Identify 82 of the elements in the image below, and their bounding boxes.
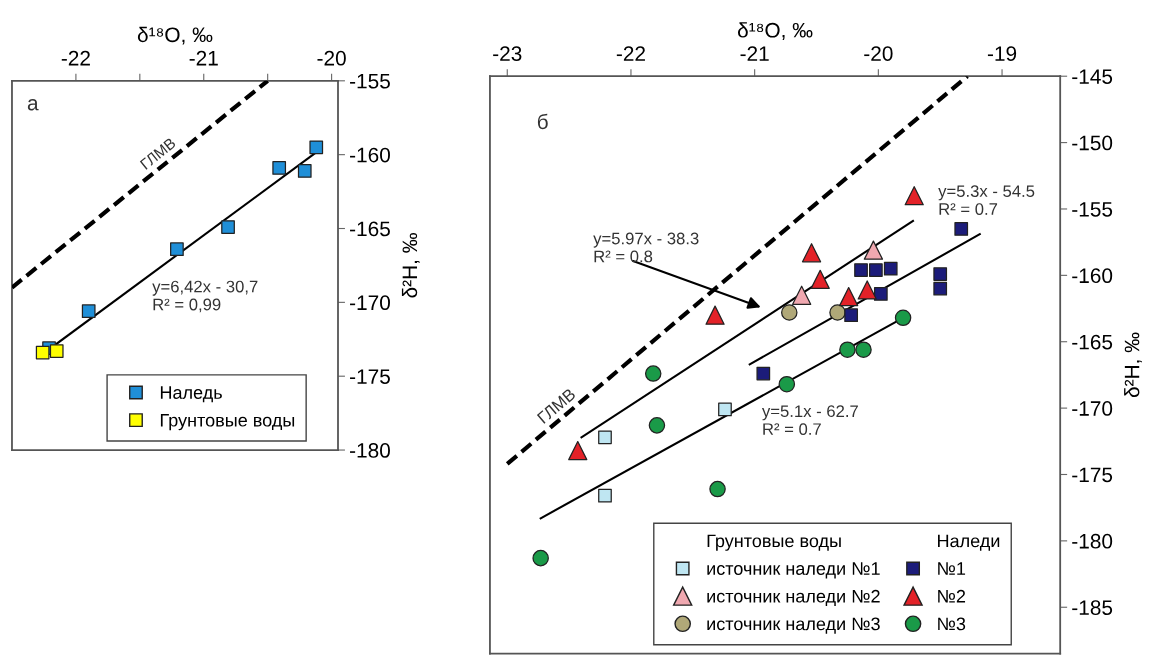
y-tick-label: -155 <box>350 74 390 89</box>
legend-label: источник наледи №3 <box>707 617 880 634</box>
point <box>648 417 666 434</box>
y-tick-label: -180 <box>1072 533 1113 549</box>
x-tick-label: -19 <box>987 46 1017 61</box>
point <box>709 480 726 498</box>
point <box>778 375 796 393</box>
annotation: y=6,42x - 30,7 R² = 0,99 <box>152 280 258 313</box>
point <box>781 304 798 321</box>
x-tick-label: -21 <box>189 50 218 66</box>
legend-label: Грунтовые воды <box>160 414 295 431</box>
point <box>883 261 898 276</box>
annotation: y=5.97x - 38.3 R² = 0.8 <box>593 232 699 263</box>
point <box>272 161 287 175</box>
annotation: Наледи <box>938 534 1000 551</box>
point <box>756 366 771 381</box>
point <box>705 305 725 325</box>
y-tick-label: -185 <box>1072 600 1113 615</box>
point <box>718 402 732 417</box>
y-tick-label: -145 <box>1072 69 1113 84</box>
point <box>894 309 912 327</box>
point <box>855 341 872 358</box>
y-axis-title: δ²H, ‰ <box>401 233 420 298</box>
point <box>532 549 549 567</box>
point <box>801 243 822 263</box>
point <box>810 269 830 289</box>
y-tick-label: -160 <box>350 147 390 163</box>
y-tick-label: -165 <box>350 221 390 237</box>
point <box>839 286 859 307</box>
point <box>309 140 324 155</box>
point <box>81 304 96 319</box>
point <box>933 267 948 281</box>
x-tick-label: -22 <box>61 50 90 66</box>
y-tick-label: -155 <box>1072 202 1113 217</box>
legend-label: №1 <box>938 562 966 575</box>
legend-label: №3 <box>938 617 966 631</box>
x-tick-label: -20 <box>864 46 893 61</box>
point <box>297 164 312 178</box>
y-axis-title: δ²H, ‰ <box>1124 332 1142 398</box>
point <box>598 430 612 445</box>
point <box>869 263 883 277</box>
y-tick-label: -150 <box>1072 135 1113 151</box>
point <box>568 440 588 461</box>
annotation: б <box>537 113 548 130</box>
point <box>844 308 859 323</box>
y-tick-label: -175 <box>1072 467 1113 483</box>
point <box>904 186 924 206</box>
point <box>598 488 612 503</box>
point <box>873 287 888 301</box>
x-tick-label: -23 <box>493 46 522 61</box>
point <box>857 280 877 300</box>
y-tick-label: -175 <box>350 369 390 384</box>
point <box>35 345 50 360</box>
annotation: а <box>27 98 39 111</box>
legend-label: источник наледи №1 <box>707 562 880 579</box>
annotation: y=5.1x - 62.7 R² = 0.7 <box>761 405 858 436</box>
point <box>839 341 856 358</box>
annotation: y=5.3x - 54.5 R² = 0.7 <box>938 185 1035 215</box>
point <box>854 263 868 277</box>
annotation: Грунтовые воды <box>707 534 841 551</box>
y-tick-label: -180 <box>350 443 390 458</box>
point <box>933 281 948 296</box>
point <box>792 285 812 305</box>
point <box>644 365 662 382</box>
legend-label: Наледь <box>160 386 222 403</box>
y-tick-label: -170 <box>1072 401 1113 416</box>
x-axis-title: δ¹⁸O, ‰ <box>737 22 813 41</box>
point <box>170 242 184 257</box>
x-tick-label: -21 <box>740 46 769 61</box>
point <box>49 344 64 358</box>
legend-label: №2 <box>938 589 966 603</box>
y-tick-label: -165 <box>1072 334 1113 350</box>
y-tick-label: -170 <box>350 295 390 311</box>
x-tick-label: -20 <box>317 50 346 66</box>
x-axis-title: δ¹⁸O, ‰ <box>137 26 213 45</box>
point <box>829 304 846 321</box>
legend-label: источник наледи №2 <box>707 589 880 607</box>
point <box>221 220 235 234</box>
x-tick-label: -22 <box>616 46 645 61</box>
point <box>954 222 969 236</box>
y-tick-label: -160 <box>1072 268 1113 284</box>
point <box>863 240 884 260</box>
